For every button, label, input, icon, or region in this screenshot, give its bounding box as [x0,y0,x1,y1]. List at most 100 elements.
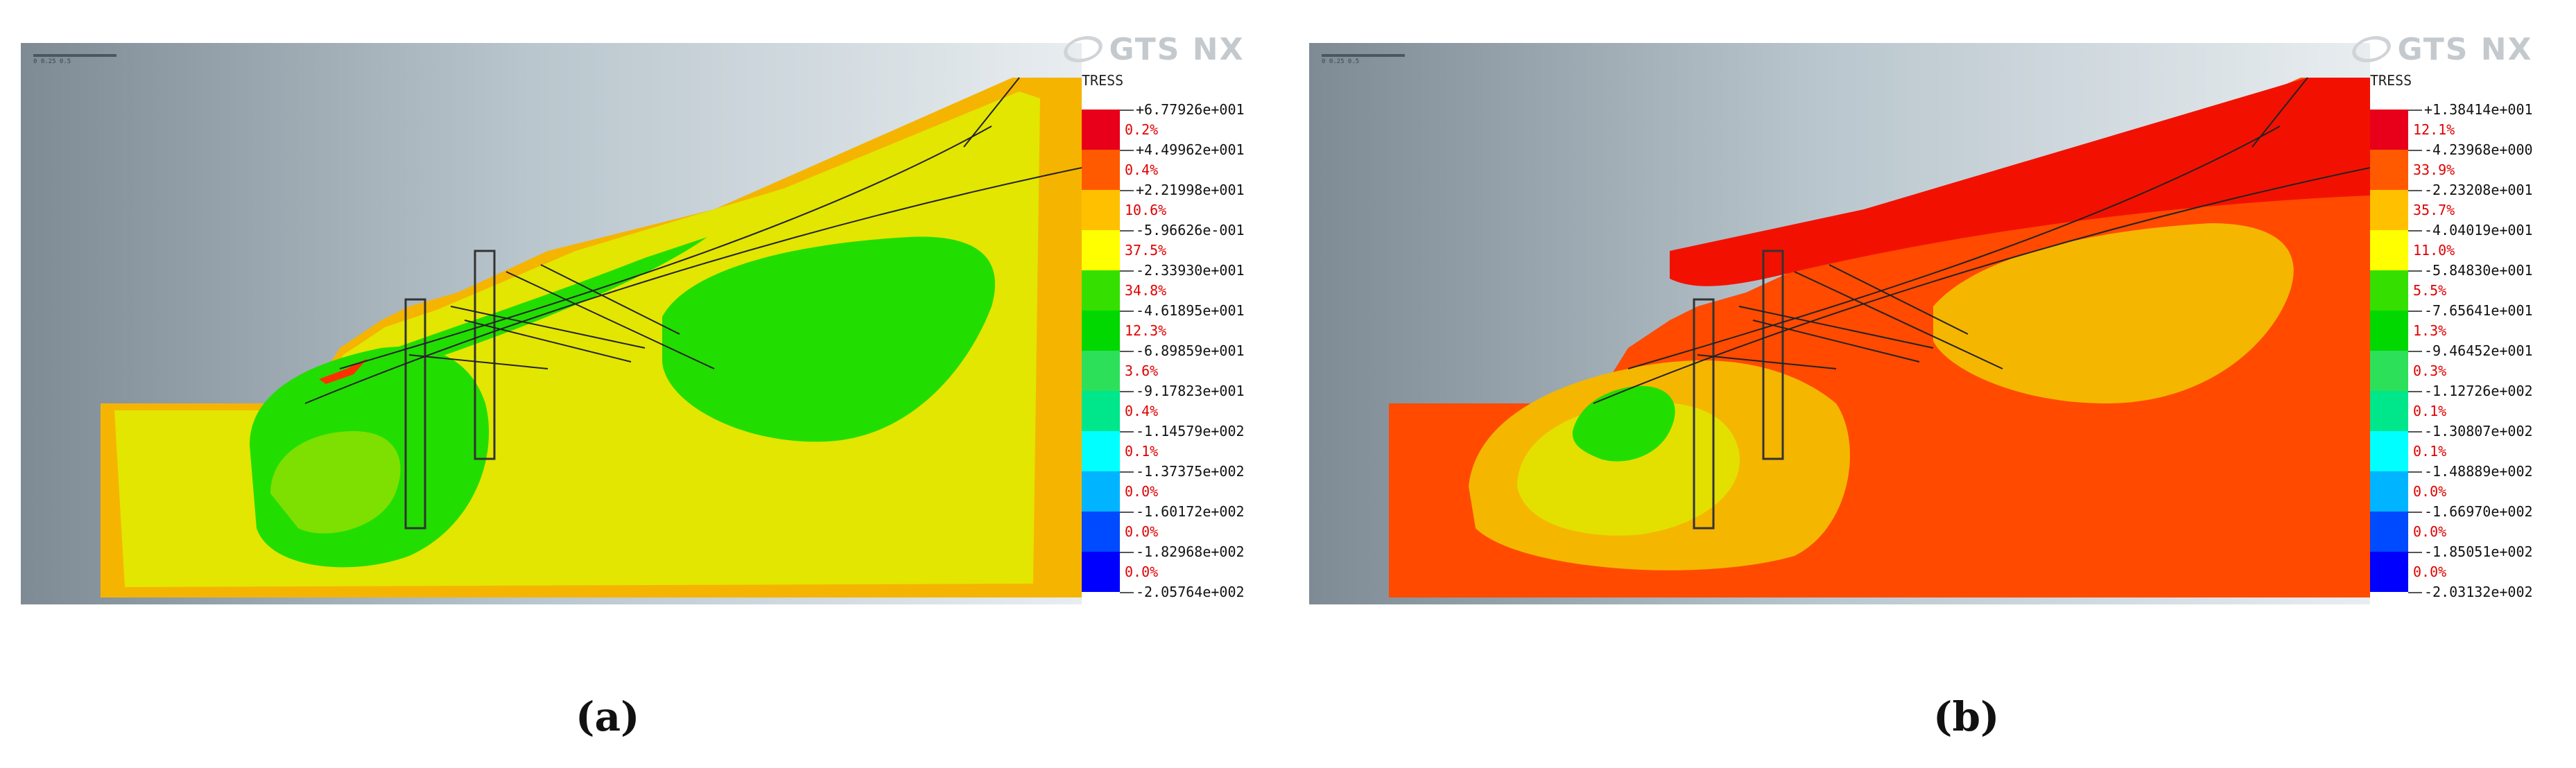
legend-tick [2408,110,2422,111]
slip-surface-1 [1593,167,2370,404]
logo-text: GTS NX [1109,31,1245,67]
legend-value: -6.89859e+001 [1136,342,1245,359]
legend-percent: 5.5% [2413,282,2447,299]
scale-ticks: 0 0.25 0.5 [33,58,71,65]
slip-surface-3 [963,77,1020,148]
legend-swatch [1082,110,1120,150]
legend-tick [1120,592,1134,593]
legend-value: -1.14579e+002 [1136,423,1245,439]
panel-b: 0 0.25 0.5 GTS NX TRESS +1.38414e+001 -4.… [1288,0,2576,768]
legend-value: +6.77926e+001 [1136,101,1245,118]
legend-value: +2.21998e+001 [1136,182,1245,198]
logo-mark-icon [1060,36,1107,62]
scale-bar: 0 0.25 0.5 [1322,50,1412,65]
scale-ticks: 0 0.25 0.5 [1322,58,1360,65]
legend-swatch [1082,150,1120,190]
legend-title: TRESS [2370,72,2412,89]
legend-swatch [2370,230,2408,270]
legend-percent: 0.1% [1125,443,1159,460]
pile-1 [1693,298,1715,530]
legend-percent: 0.0% [2413,564,2447,580]
legend-tick [1120,351,1134,352]
legend-percent: 34.8% [1125,282,1167,299]
contour-legend: TRESS +1.38414e+001 -4.23968e+000 -2.23208… [2370,69,2557,610]
legend-value: -9.46452e+001 [2424,342,2533,359]
slope-contour-plot [101,77,1082,597]
legend-value: -2.05764e+002 [1136,584,1245,600]
pile-1 [404,298,426,530]
legend-tick [1120,270,1134,272]
panel-a: 0 0.25 0.5 GTS NX TRESS +6.77926e+001 +4.… [21,31,1269,740]
stress-bulb-right [662,236,995,442]
legend-percent: 37.5% [1125,242,1167,259]
legend-tick [2408,270,2422,272]
light-zone [270,431,401,534]
legend-tick [2408,391,2422,392]
legend-value: -5.96626e-001 [1136,222,1245,238]
legend-tick [1120,552,1134,553]
legend-value: -1.66970e+002 [2424,503,2533,520]
gts-nx-logo: GTS NX [2348,31,2536,67]
model-viewport[interactable]: 0 0.25 0.5 [1309,43,2370,604]
legend-percent: 12.1% [2413,121,2455,138]
legend-value: -1.85051e+002 [2424,543,2533,560]
legend-tick [1120,471,1134,473]
legend-swatch [1082,270,1120,311]
legend-value: -2.33930e+001 [1136,262,1245,279]
legend-value: -9.17823e+001 [1136,383,1245,399]
legend-tick [2408,431,2422,433]
legend-percent: 0.4% [1125,162,1159,178]
legend-value: -1.37375e+002 [1136,463,1245,480]
green-zone [1572,385,1675,462]
panel-caption: (a) [576,693,640,740]
legend-percent: 0.4% [1125,403,1159,419]
legend-percent: 33.9% [2413,162,2455,178]
legend-percent: 11.0% [2413,242,2455,259]
legend-value: -4.61895e+001 [1136,302,1245,319]
legend-swatch [1082,471,1120,512]
legend-tick [1120,110,1134,111]
legend-tick [1120,230,1134,232]
edge-zone [1670,78,2370,286]
legend-value: +4.49962e+001 [1136,141,1245,158]
legend-tick [2408,592,2422,593]
slip-surface-2 [1627,125,2281,369]
legend-percent: 0.0% [2413,523,2447,540]
logo-text: GTS NX [2397,31,2533,67]
legend-tick [1120,190,1134,191]
legend-tick [1120,512,1134,513]
legend-value: -4.04019e+001 [2424,222,2533,238]
legend-swatch [2370,512,2408,552]
legend-percent: 35.7% [2413,202,2455,218]
stress-band [340,237,707,372]
legend-tick [1120,391,1134,392]
scale-bar: 0 0.25 0.5 [33,50,123,65]
legend-swatch [2370,110,2408,150]
legend-tick [2408,351,2422,352]
contour-legend: TRESS +6.77926e+001 +4.49962e+001 +2.21998… [1082,69,1269,610]
legend-tick [1120,150,1134,151]
pile-2 [474,250,496,460]
legend-swatch [1082,552,1120,592]
legend-percent: 3.6% [1125,363,1159,379]
legend-tick [2408,512,2422,513]
slip-surface-3 [2251,77,2308,148]
legend-percent: 0.1% [2413,443,2447,460]
legend-swatch [2370,552,2408,592]
slope-contour-plot [1389,77,2370,597]
slip-surface-2 [339,125,992,369]
legend-tick [2408,311,2422,312]
legend-value: -1.60172e+002 [1136,503,1245,520]
legend-percent: 0.3% [2413,363,2447,379]
legend-percent: 1.3% [2413,322,2447,339]
legend-swatch [2370,391,2408,431]
legend-swatch [2370,190,2408,230]
legend-tick [2408,471,2422,473]
pile-2 [1762,250,1784,460]
model-viewport[interactable]: 0 0.25 0.5 [21,43,1082,604]
legend-percent: 0.0% [2413,483,2447,500]
legend-swatch [1082,391,1120,431]
legend-value: -2.03132e+002 [2424,584,2533,600]
legend-value: -2.23208e+001 [2424,182,2533,198]
legend-swatch [1082,311,1120,351]
